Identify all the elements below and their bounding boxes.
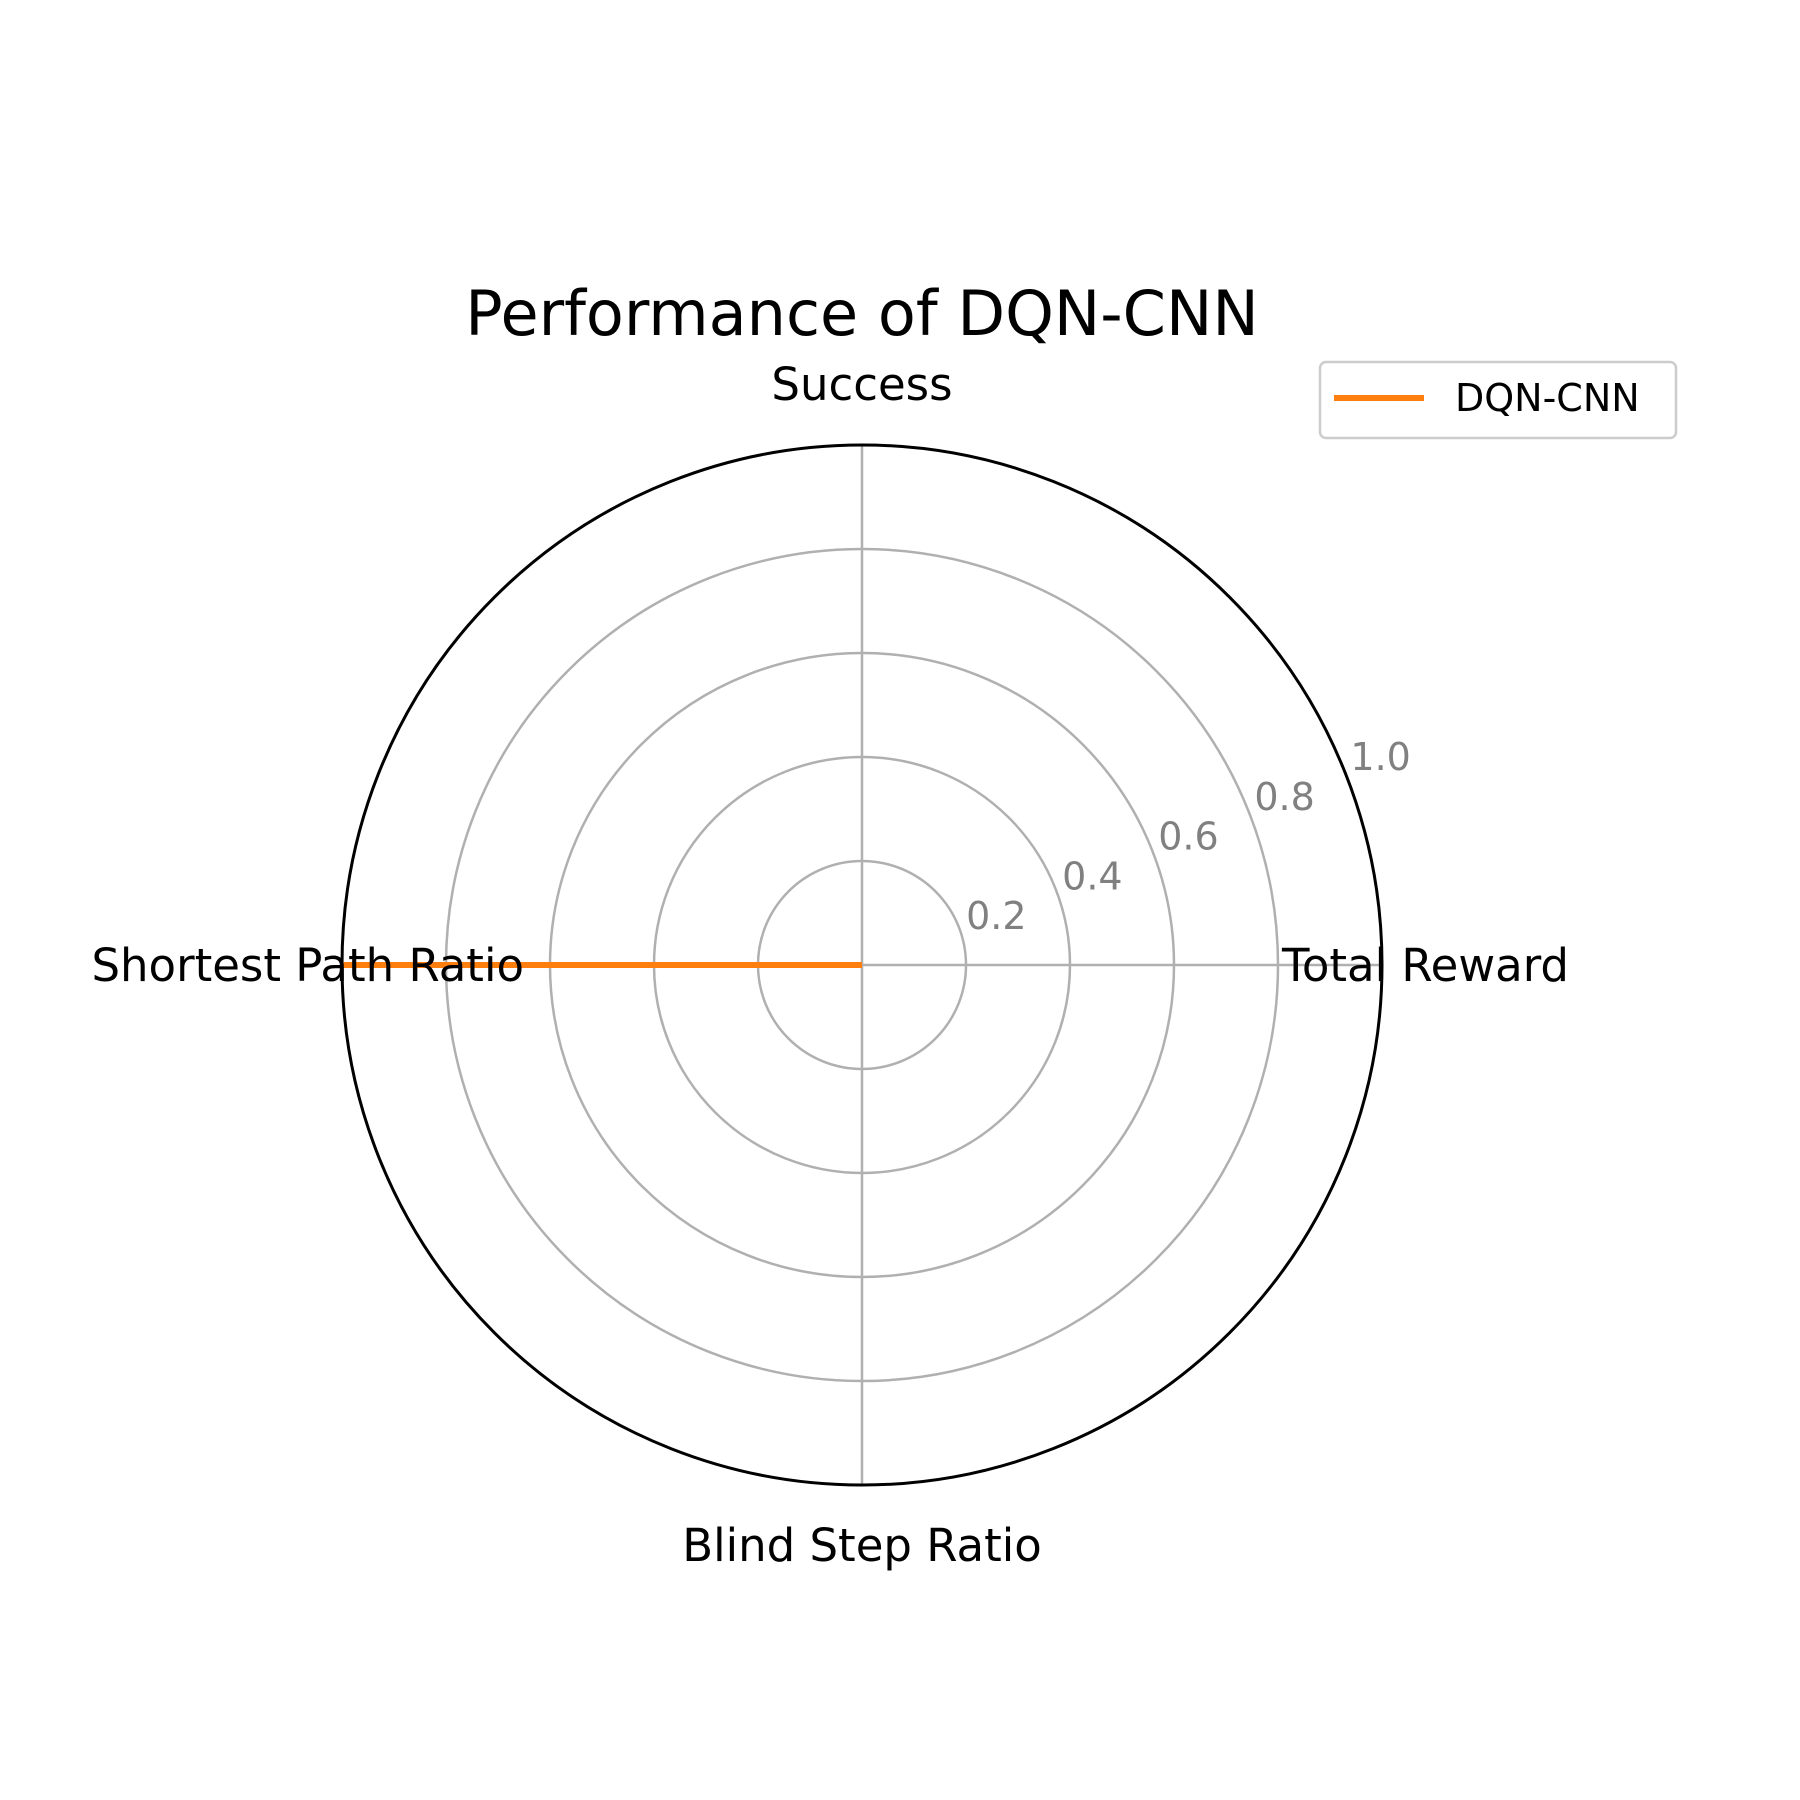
r-tick-label: 0.8 <box>1254 775 1314 819</box>
chart-title: Performance of DQN-CNN <box>465 277 1258 350</box>
r-tick-label: 0.4 <box>1062 854 1122 898</box>
legend-box <box>1318 360 1678 440</box>
axis-label: Shortest Path Ratio <box>91 939 524 992</box>
legend: DQN-CNN <box>1318 360 1678 440</box>
axis-label: Blind Step Ratio <box>682 1519 1042 1572</box>
legend-entry-label: DQN-CNN <box>1455 376 1640 420</box>
axis-label: Total Reward <box>1281 939 1569 992</box>
r-tick-label: 0.2 <box>966 894 1026 938</box>
tick-label-layer: 0.2 0.4 0.6 0.8 1.0 <box>966 735 1411 938</box>
axis-label: Success <box>771 358 952 411</box>
r-tick-label: 1.0 <box>1350 735 1410 779</box>
axis-label-layer: Success Total Reward Blind Step Ratio Short… <box>91 358 1569 1572</box>
r-tick-label: 0.6 <box>1158 815 1218 859</box>
